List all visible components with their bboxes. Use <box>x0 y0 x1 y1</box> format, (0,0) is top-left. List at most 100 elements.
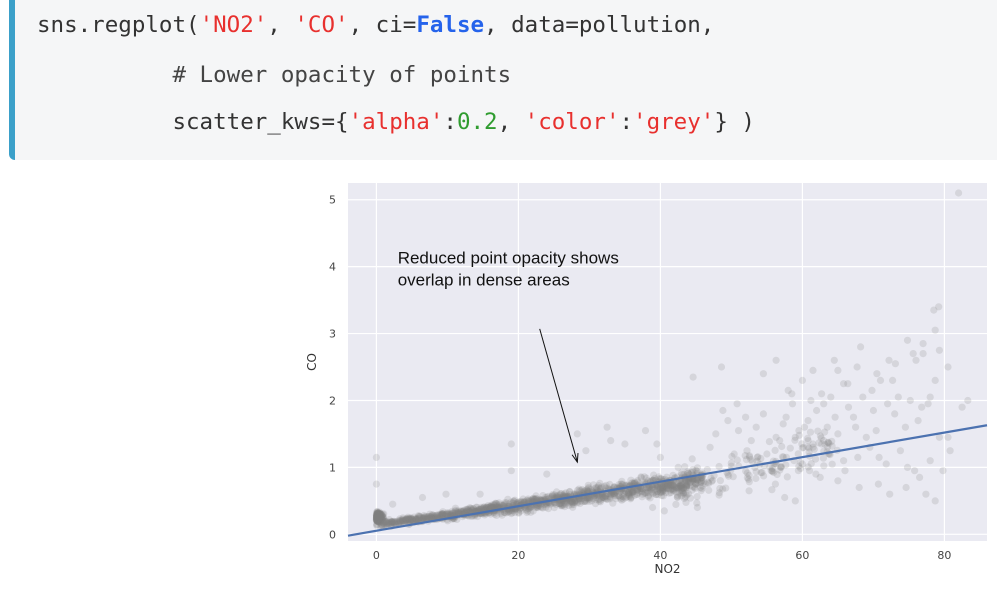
scatter-point <box>696 479 704 487</box>
scatter-point <box>399 517 407 525</box>
scatter-point <box>375 513 383 522</box>
scatter-point <box>759 410 767 418</box>
scatter-point <box>581 497 589 505</box>
scatter-point <box>377 514 385 523</box>
scatter-point <box>598 492 607 500</box>
scatter-point <box>446 510 454 518</box>
scatter-point <box>373 514 381 522</box>
scatter-point <box>584 494 592 502</box>
scatter-point <box>372 516 381 524</box>
scatter-point <box>628 486 636 495</box>
scatter-point <box>621 440 629 448</box>
scatter-point <box>715 491 723 499</box>
scatter-point <box>799 443 807 452</box>
scatter-point <box>653 488 661 496</box>
scatter-point <box>457 508 465 516</box>
scatter-point <box>389 500 397 508</box>
scatter-point <box>558 501 566 509</box>
scatter-point <box>487 502 495 510</box>
grid-lines <box>348 183 987 541</box>
scatter-point <box>700 478 708 486</box>
scatter-point <box>466 507 474 515</box>
scatter-point <box>373 510 381 518</box>
scatter-point <box>656 484 665 492</box>
scatter-point <box>379 517 387 525</box>
scatter-point <box>669 481 677 489</box>
scatter-point <box>667 481 675 490</box>
scatter-point <box>657 488 665 496</box>
scatter-point <box>776 466 784 474</box>
scatter-point <box>505 500 513 508</box>
scatter-point <box>524 497 532 505</box>
scatter-point <box>583 487 591 495</box>
scatter-point <box>378 512 386 520</box>
scatter-point <box>658 483 666 491</box>
code-token: , <box>267 12 295 38</box>
scatter-point <box>405 517 414 526</box>
scatter-point <box>374 516 382 524</box>
scatter-point <box>375 516 383 524</box>
scatter-point <box>581 497 589 505</box>
scatter-point <box>668 480 676 489</box>
scatter-point <box>628 487 636 495</box>
scatter-point <box>374 518 382 526</box>
scatter-point <box>788 390 796 398</box>
y-tick-label: 2 <box>329 394 336 407</box>
scatter-point <box>657 488 665 496</box>
scatter-point <box>373 510 381 519</box>
scatter-point <box>603 423 611 431</box>
scatter-point <box>474 512 482 521</box>
scatter-point <box>484 504 492 512</box>
scatter-point <box>413 515 421 523</box>
scatter-point <box>376 513 384 521</box>
scatter-point <box>606 495 614 503</box>
scatter-point <box>806 428 815 436</box>
scatter-point <box>376 514 384 522</box>
scatter-point <box>629 479 637 487</box>
scatter-point <box>670 482 678 491</box>
scatter-point <box>598 494 606 502</box>
scatter-point <box>602 481 610 489</box>
scatter-point <box>682 484 690 492</box>
scatter-point <box>670 486 678 494</box>
scatter-point <box>374 512 382 520</box>
scatter-point <box>374 512 382 520</box>
scatter-point <box>810 445 818 453</box>
scatter-point <box>567 499 575 507</box>
scatter-point <box>930 306 938 314</box>
scatter-point <box>376 511 384 519</box>
scatter-point <box>376 517 384 525</box>
scatter-point <box>692 476 700 484</box>
scatter-point <box>373 514 381 522</box>
scatter-point <box>517 507 525 515</box>
scatter-point <box>686 482 694 490</box>
code-token: , ci= <box>348 12 417 38</box>
scatter-point <box>375 515 383 523</box>
scatter-point <box>689 466 697 474</box>
y-tick-label: 4 <box>329 261 336 274</box>
scatter-point <box>528 496 536 504</box>
scatter-point <box>549 490 557 499</box>
scatter-point <box>759 370 767 378</box>
scatter-point <box>379 519 388 527</box>
scatter-point <box>629 488 637 496</box>
scatter-point <box>669 481 677 489</box>
scatter-point <box>814 427 822 435</box>
scatter-point <box>419 514 427 522</box>
scatter-point <box>376 512 384 520</box>
scatter-point <box>674 479 682 487</box>
scatter-point <box>658 485 666 493</box>
scatter-point <box>825 439 833 448</box>
scatter-point <box>678 480 686 488</box>
code-token: 'NO2' <box>199 12 268 38</box>
scatter-point <box>564 498 572 506</box>
scatter-point <box>427 513 435 521</box>
scatter-point <box>607 437 615 445</box>
scatter-point <box>627 495 635 503</box>
scatter-point <box>742 413 750 421</box>
scatter-point <box>667 485 675 493</box>
scatter-point <box>373 507 381 516</box>
scatter-point <box>377 513 385 521</box>
scatter-point <box>438 510 446 518</box>
scatter-point <box>376 511 384 519</box>
